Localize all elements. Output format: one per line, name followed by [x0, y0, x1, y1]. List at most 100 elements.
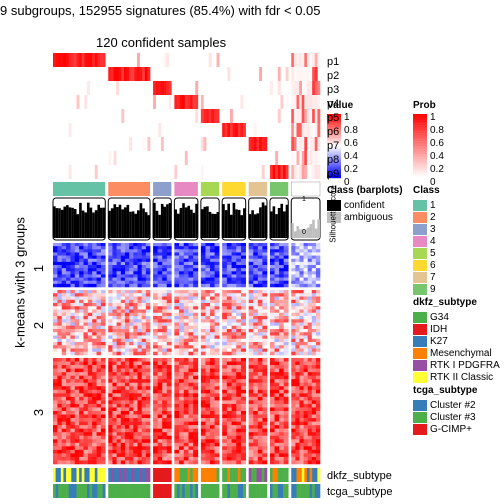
heatmap-cell: [153, 351, 158, 356]
heatmap-cell: [129, 432, 134, 437]
heatmap-cell: [283, 400, 289, 405]
heatmap-cell: [257, 329, 263, 333]
heatmap-cell: [248, 316, 254, 320]
heatmap-cell: [96, 382, 102, 387]
heatmap-cell: [92, 435, 97, 440]
heatmap-cell: [141, 403, 147, 408]
legend-value-swatch: [327, 158, 341, 161]
heatmap-cell: [174, 460, 180, 465]
heatmap-cell: [183, 439, 189, 444]
heatmap-cell: [257, 361, 263, 366]
heatmap-cell: [133, 329, 138, 333]
heatmap-cell: [240, 453, 246, 458]
heatmap-cell: [153, 375, 158, 380]
heatmap-cell: [70, 393, 76, 398]
heatmap-cell: [153, 453, 158, 458]
heatmap-cell: [83, 365, 89, 369]
heatmap-cell: [74, 268, 80, 272]
heatmap-cell: [100, 407, 106, 412]
silhouette-bar: [235, 209, 238, 238]
heatmap-cell: [257, 290, 263, 294]
heatmap-cell: [205, 255, 211, 260]
prob-cell: [84, 95, 88, 109]
heatmap-cell: [236, 312, 242, 317]
tcga-track-cell: [261, 484, 265, 498]
heatmap-cell: [291, 414, 296, 419]
heatmap-cell: [53, 453, 58, 458]
heatmap-cell: [269, 435, 275, 440]
heatmap-cell: [141, 249, 147, 253]
heatmap-cell: [66, 361, 71, 366]
heatmap-cell: [311, 261, 317, 266]
dkfz-track-cell: [240, 468, 244, 482]
heatmap-cell: [79, 428, 84, 433]
heatmap-cell: [166, 261, 172, 266]
heatmap-cell: [166, 449, 172, 454]
legend-class-swatch: [413, 284, 427, 295]
heatmap-cell: [162, 312, 168, 317]
heatmap-cell: [315, 290, 321, 294]
heatmap-cell: [240, 246, 246, 250]
prob-cell: [259, 67, 263, 81]
heatmap-cell: [141, 293, 147, 297]
heatmap-cell: [193, 316, 199, 320]
heatmap-cell: [279, 274, 284, 278]
heatmap-cell: [108, 329, 113, 333]
heatmap-cell: [141, 274, 147, 278]
heatmap-cell: [79, 290, 84, 294]
heatmap-cell: [92, 386, 97, 391]
heatmap-cell: [274, 351, 280, 356]
silhouette-bar: [299, 229, 302, 238]
heatmap-cell: [124, 351, 130, 356]
heatmap-cell: [279, 418, 284, 422]
heatmap-cell: [279, 255, 284, 260]
heatmap-cell: [66, 335, 71, 340]
chart-title: 9 subgroups, 152955 signatures (85.4%) w…: [0, 3, 321, 18]
heatmap-cell: [307, 389, 313, 394]
heatmap-cell: [262, 435, 268, 440]
legend-barplots-swatch: [327, 200, 341, 211]
heatmap-cell: [166, 358, 172, 362]
dkfz-track-cell: [58, 468, 62, 482]
prob-cell: [317, 123, 321, 137]
heatmap-cell: [315, 277, 321, 282]
heatmap-cell: [61, 319, 67, 323]
heatmap-cell: [112, 255, 117, 260]
heatmap-cell: [53, 396, 58, 401]
heatmap-cell: [162, 283, 168, 288]
heatmap-cell: [100, 368, 106, 373]
heatmap-cell: [137, 460, 143, 465]
prob-cell: [269, 81, 273, 95]
heatmap-cell: [303, 414, 308, 419]
heatmap-cell: [291, 442, 296, 447]
heatmap-cell: [188, 265, 194, 269]
dkfz-track-cell: [163, 468, 167, 482]
heatmap-cell: [133, 296, 138, 301]
heatmap-cell: [66, 332, 71, 336]
legend-prob-tick-02: 0.2: [430, 164, 444, 175]
heatmap-cell: [70, 255, 76, 260]
prob-cell: [312, 95, 316, 109]
legend-prob-swatch: [413, 162, 427, 164]
heatmap-cell: [295, 400, 300, 405]
heatmap-cell: [162, 386, 168, 391]
heatmap-cell: [315, 386, 321, 391]
heatmap-cell: [66, 271, 71, 275]
tcga-track-cell: [230, 484, 233, 498]
prob-cell: [285, 67, 289, 81]
heatmap-cell: [66, 442, 71, 447]
heatmap-cell: [129, 382, 134, 387]
heatmap-cell: [299, 252, 304, 256]
heatmap-cell: [79, 348, 84, 353]
heatmap-cell: [83, 338, 89, 343]
heatmap-cell: [162, 382, 168, 387]
heatmap-cell: [120, 306, 126, 310]
heatmap-cell: [193, 393, 199, 398]
heatmap-cell: [240, 456, 246, 461]
heatmap-cell: [53, 319, 58, 323]
heatmap-cell: [57, 325, 63, 330]
heatmap-cell: [133, 379, 138, 384]
heatmap-cell: [200, 319, 206, 323]
heatmap-cell: [291, 365, 296, 369]
heatmap-cell: [61, 249, 67, 253]
